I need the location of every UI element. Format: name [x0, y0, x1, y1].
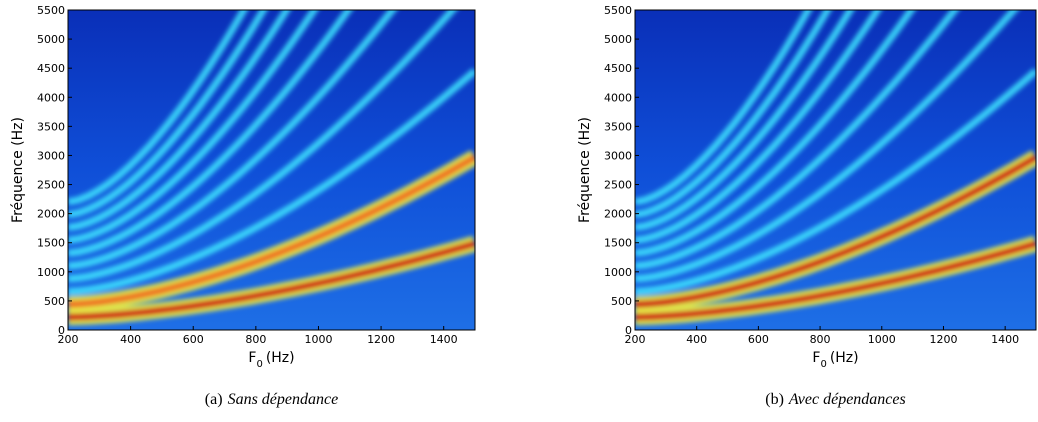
- y-tick-label: 3000: [37, 149, 65, 162]
- y-tick-label: 3500: [37, 120, 65, 133]
- panel: 0500100015002000250030003500400045005000…: [10, 4, 476, 408]
- x-label-subscript: 0: [256, 359, 262, 370]
- y-tick-label: 2000: [604, 208, 632, 221]
- harmonic: [635, 10, 832, 219]
- x-axis-label: F0 (Hz): [812, 350, 858, 370]
- harmonic: [68, 10, 268, 219]
- plot-frame: [634, 9, 1037, 331]
- y-tick-label: 5000: [37, 33, 65, 46]
- y-tick-label: 500: [44, 295, 65, 308]
- y-tick-label: 5500: [37, 4, 65, 17]
- x-tick-label: 400: [686, 333, 707, 346]
- x-tick-label: 1200: [367, 333, 395, 346]
- y-tick-label: 1500: [604, 237, 632, 250]
- x-tick-label: 600: [748, 333, 769, 346]
- caption-label: (b): [765, 391, 784, 408]
- y-tick-label: 1500: [37, 237, 65, 250]
- harmonic-core: [68, 154, 475, 308]
- caption-text: Avec dépendances: [788, 391, 906, 408]
- x-tick-label: 1000: [868, 333, 896, 346]
- x-tick-label: 1400: [991, 333, 1019, 346]
- harmonic: [68, 10, 248, 206]
- x-axis-label: F0 (Hz): [248, 350, 294, 370]
- x-tick-label: 400: [120, 333, 141, 346]
- harmonic: [68, 10, 458, 283]
- y-tick-label: 2000: [37, 208, 65, 221]
- x-tick-label: 1400: [430, 333, 458, 346]
- y-axis-label: Fréquence (Hz): [577, 117, 593, 223]
- x-tick-label: 800: [810, 333, 831, 346]
- harmonic-core: [635, 154, 1036, 308]
- y-tick-label: 4000: [604, 91, 632, 104]
- y-tick-label: 500: [611, 295, 632, 308]
- y-tick-label: 5000: [604, 33, 632, 46]
- x-label-unit: (Hz): [266, 350, 295, 366]
- harmonic: [635, 10, 960, 270]
- harmonic: [635, 68, 1036, 296]
- y-tick-label: 4500: [604, 62, 632, 75]
- x-label-symbol: F: [812, 350, 820, 366]
- x-label-unit: (Hz): [830, 350, 859, 366]
- y-tick-label: 0: [58, 324, 65, 337]
- harmonic: [68, 10, 353, 257]
- y-axis-label: Fréquence (Hz): [10, 117, 26, 223]
- harmonic-core: [68, 240, 475, 321]
- x-tick-label: 1000: [304, 333, 332, 346]
- y-tick-label: 1000: [604, 266, 632, 279]
- harmonic: [68, 10, 397, 270]
- y-tick-label: 3500: [604, 120, 632, 133]
- caption-label: (a): [205, 391, 223, 408]
- y-tick-label: 0: [625, 324, 632, 337]
- y-tick-label: 3000: [604, 149, 632, 162]
- harmonic: [68, 68, 475, 296]
- x-tick-label: 200: [58, 333, 79, 346]
- heatmap-texture: [635, 10, 1036, 326]
- heatmap-texture: [68, 10, 475, 326]
- caption-text: Sans dépendance: [228, 391, 339, 408]
- y-tick-label: 5500: [604, 4, 632, 17]
- harmonic: [635, 10, 813, 206]
- harmonic: [68, 10, 319, 244]
- caption: (a) Sans dépendance: [205, 391, 338, 408]
- harmonic: [635, 10, 916, 257]
- plot-frame: [67, 9, 476, 331]
- y-tick-label: 4000: [37, 91, 65, 104]
- y-tick-label: 2500: [604, 179, 632, 192]
- x-label-subscript: 0: [820, 359, 826, 370]
- harmonic-core: [635, 240, 1036, 321]
- x-tick-label: 1200: [929, 333, 957, 346]
- harmonic: [635, 10, 855, 232]
- x-tick-label: 600: [183, 333, 204, 346]
- harmonic: [635, 10, 882, 244]
- caption: (b) Avec dépendances: [765, 391, 905, 408]
- harmonic: [635, 10, 1019, 283]
- x-label-symbol: F: [248, 350, 256, 366]
- y-tick-label: 4500: [37, 62, 65, 75]
- x-tick-label: 800: [245, 333, 266, 346]
- panel: 0500100015002000250030003500400045005000…: [577, 4, 1037, 408]
- y-tick-label: 1000: [37, 266, 65, 279]
- harmonic: [68, 10, 291, 232]
- y-tick-label: 2500: [37, 179, 65, 192]
- x-tick-label: 200: [625, 333, 646, 346]
